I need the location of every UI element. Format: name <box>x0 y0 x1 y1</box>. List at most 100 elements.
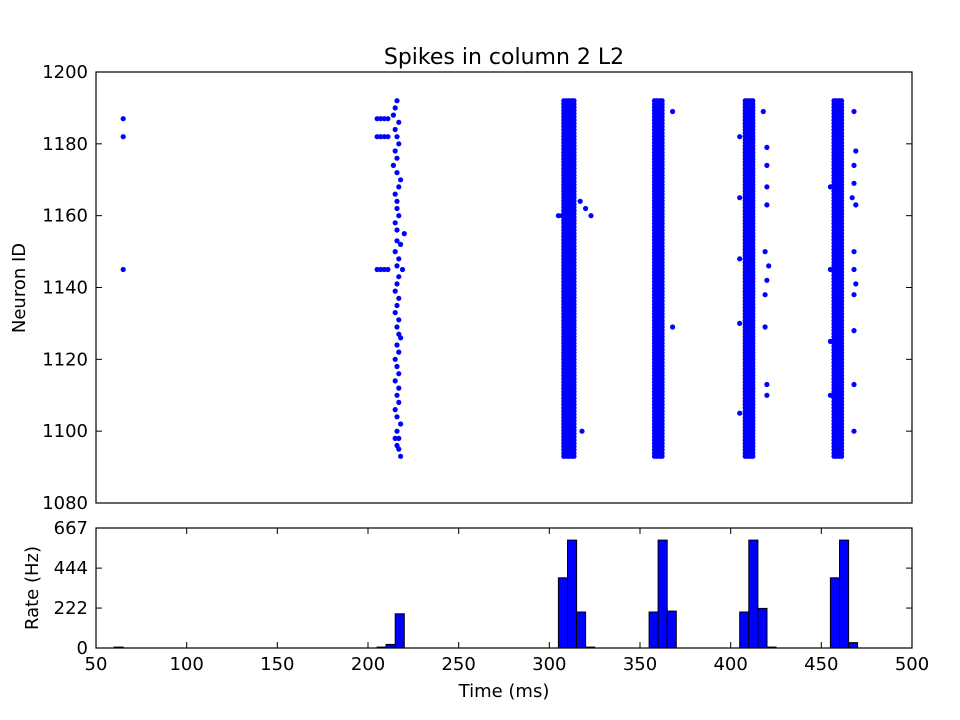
spike-dot <box>394 155 400 161</box>
spike-dot <box>396 295 402 301</box>
raster-y-tick-label: 1160 <box>42 206 88 227</box>
spike-dot <box>381 116 387 122</box>
histogram-y-tick-label: 222 <box>54 598 88 619</box>
histogram-x-tick-label: 500 <box>895 654 929 675</box>
spike-dot <box>396 446 402 452</box>
spike-dot <box>374 116 380 122</box>
rate-bars <box>113 539 859 649</box>
spike-dot <box>392 356 398 362</box>
histogram-x-tick-label: 450 <box>804 654 838 675</box>
spike-dot <box>120 134 126 140</box>
spike-dot <box>396 274 402 280</box>
spike-dot <box>853 202 859 208</box>
spike-dot <box>764 162 770 168</box>
spike-dot <box>394 363 400 370</box>
spike-dot <box>396 256 402 262</box>
spike-dot <box>385 266 391 273</box>
spike-dot <box>827 184 834 190</box>
rate-bar <box>648 611 659 649</box>
spike-dot <box>396 213 402 219</box>
raster-y-tick-label: 1200 <box>42 62 88 83</box>
rate-bar <box>757 607 768 649</box>
histogram-x-tick-label: 350 <box>623 654 657 675</box>
spike-dot <box>853 148 859 154</box>
spike-dot <box>737 134 743 140</box>
spike-dot <box>764 392 770 398</box>
spike-dot <box>579 428 585 434</box>
spike-dot <box>762 324 768 330</box>
histogram-y-axis: 0 222 444 667 <box>54 518 912 659</box>
spike-dot <box>396 399 402 405</box>
chart-title: Spikes in column 2 L2 <box>384 45 624 70</box>
histogram-x-tick-label: 250 <box>441 654 475 675</box>
raster-points <box>120 98 859 459</box>
spike-dot <box>737 256 743 262</box>
spike-dot <box>670 324 676 330</box>
spike-dot <box>394 414 400 420</box>
spike-dot <box>396 349 402 355</box>
rate-bar <box>657 539 668 649</box>
spike-dot <box>750 98 756 104</box>
spike-dot <box>851 249 857 255</box>
spike-dot <box>392 126 398 133</box>
spike-dot <box>398 335 404 341</box>
histogram-y-tick-label: 0 <box>77 638 88 659</box>
spike-dot <box>396 141 402 147</box>
spike-dot <box>394 342 400 348</box>
spike-dot <box>764 202 770 208</box>
raster-y-tick-label: 1180 <box>42 134 88 155</box>
histogram-x-tick-label: 150 <box>260 654 294 675</box>
spike-dot <box>392 249 398 255</box>
spike-dot <box>737 410 743 416</box>
spike-dot <box>392 105 398 111</box>
spike-dot <box>398 421 404 427</box>
spike-dot <box>571 98 577 104</box>
spike-dot <box>737 320 743 326</box>
rate-bar <box>829 577 841 649</box>
spike-dot <box>374 266 380 273</box>
spike-dot <box>764 184 770 190</box>
spike-dot <box>827 392 834 398</box>
spike-dot <box>851 428 857 434</box>
spike-dot <box>120 266 126 273</box>
spike-dot <box>381 266 387 273</box>
spike-dot <box>398 453 404 459</box>
histogram-x-axis: 50 100 150 200 250 300 350 400 450 500 <box>85 528 929 675</box>
rate-bar <box>666 610 677 649</box>
spike-dot <box>378 116 384 122</box>
spike-dot <box>396 184 402 190</box>
raster-y-axis: 1080 1100 1120 1140 1160 1180 1200 <box>42 62 912 514</box>
spike-dot <box>385 116 391 122</box>
raster-y-tick-label: 1080 <box>42 493 88 514</box>
spike-dot <box>659 98 665 104</box>
histogram-x-tick-label: 50 <box>85 654 108 675</box>
spike-dot <box>394 170 400 176</box>
spike-dot <box>120 116 126 122</box>
rate-bar <box>567 539 578 649</box>
spike-dot <box>851 108 857 115</box>
spike-dot <box>398 241 404 247</box>
spike-dot <box>392 378 398 384</box>
histogram-y-tick-label: 444 <box>54 558 88 579</box>
spike-dot <box>851 292 857 298</box>
spike-dot <box>392 220 398 226</box>
spike-dot <box>766 263 772 269</box>
rate-bar <box>394 613 405 649</box>
spike-dot <box>588 213 594 219</box>
spike-dot <box>737 195 743 201</box>
spike-dot <box>394 392 400 398</box>
spike-dot <box>392 288 398 294</box>
spike-dot <box>394 263 400 269</box>
spike-dot <box>392 310 398 316</box>
spike-dot <box>394 134 400 140</box>
spike-dot <box>390 162 396 168</box>
spike-dot <box>396 385 402 391</box>
spike-dot <box>583 205 589 212</box>
rate-bar <box>739 611 750 649</box>
histogram-x-tick-label: 300 <box>532 654 566 675</box>
spike-dot <box>760 108 766 115</box>
spike-dot <box>392 191 398 197</box>
spike-dot <box>394 198 400 204</box>
spike-dot <box>394 302 400 309</box>
spike-dot <box>394 281 400 287</box>
